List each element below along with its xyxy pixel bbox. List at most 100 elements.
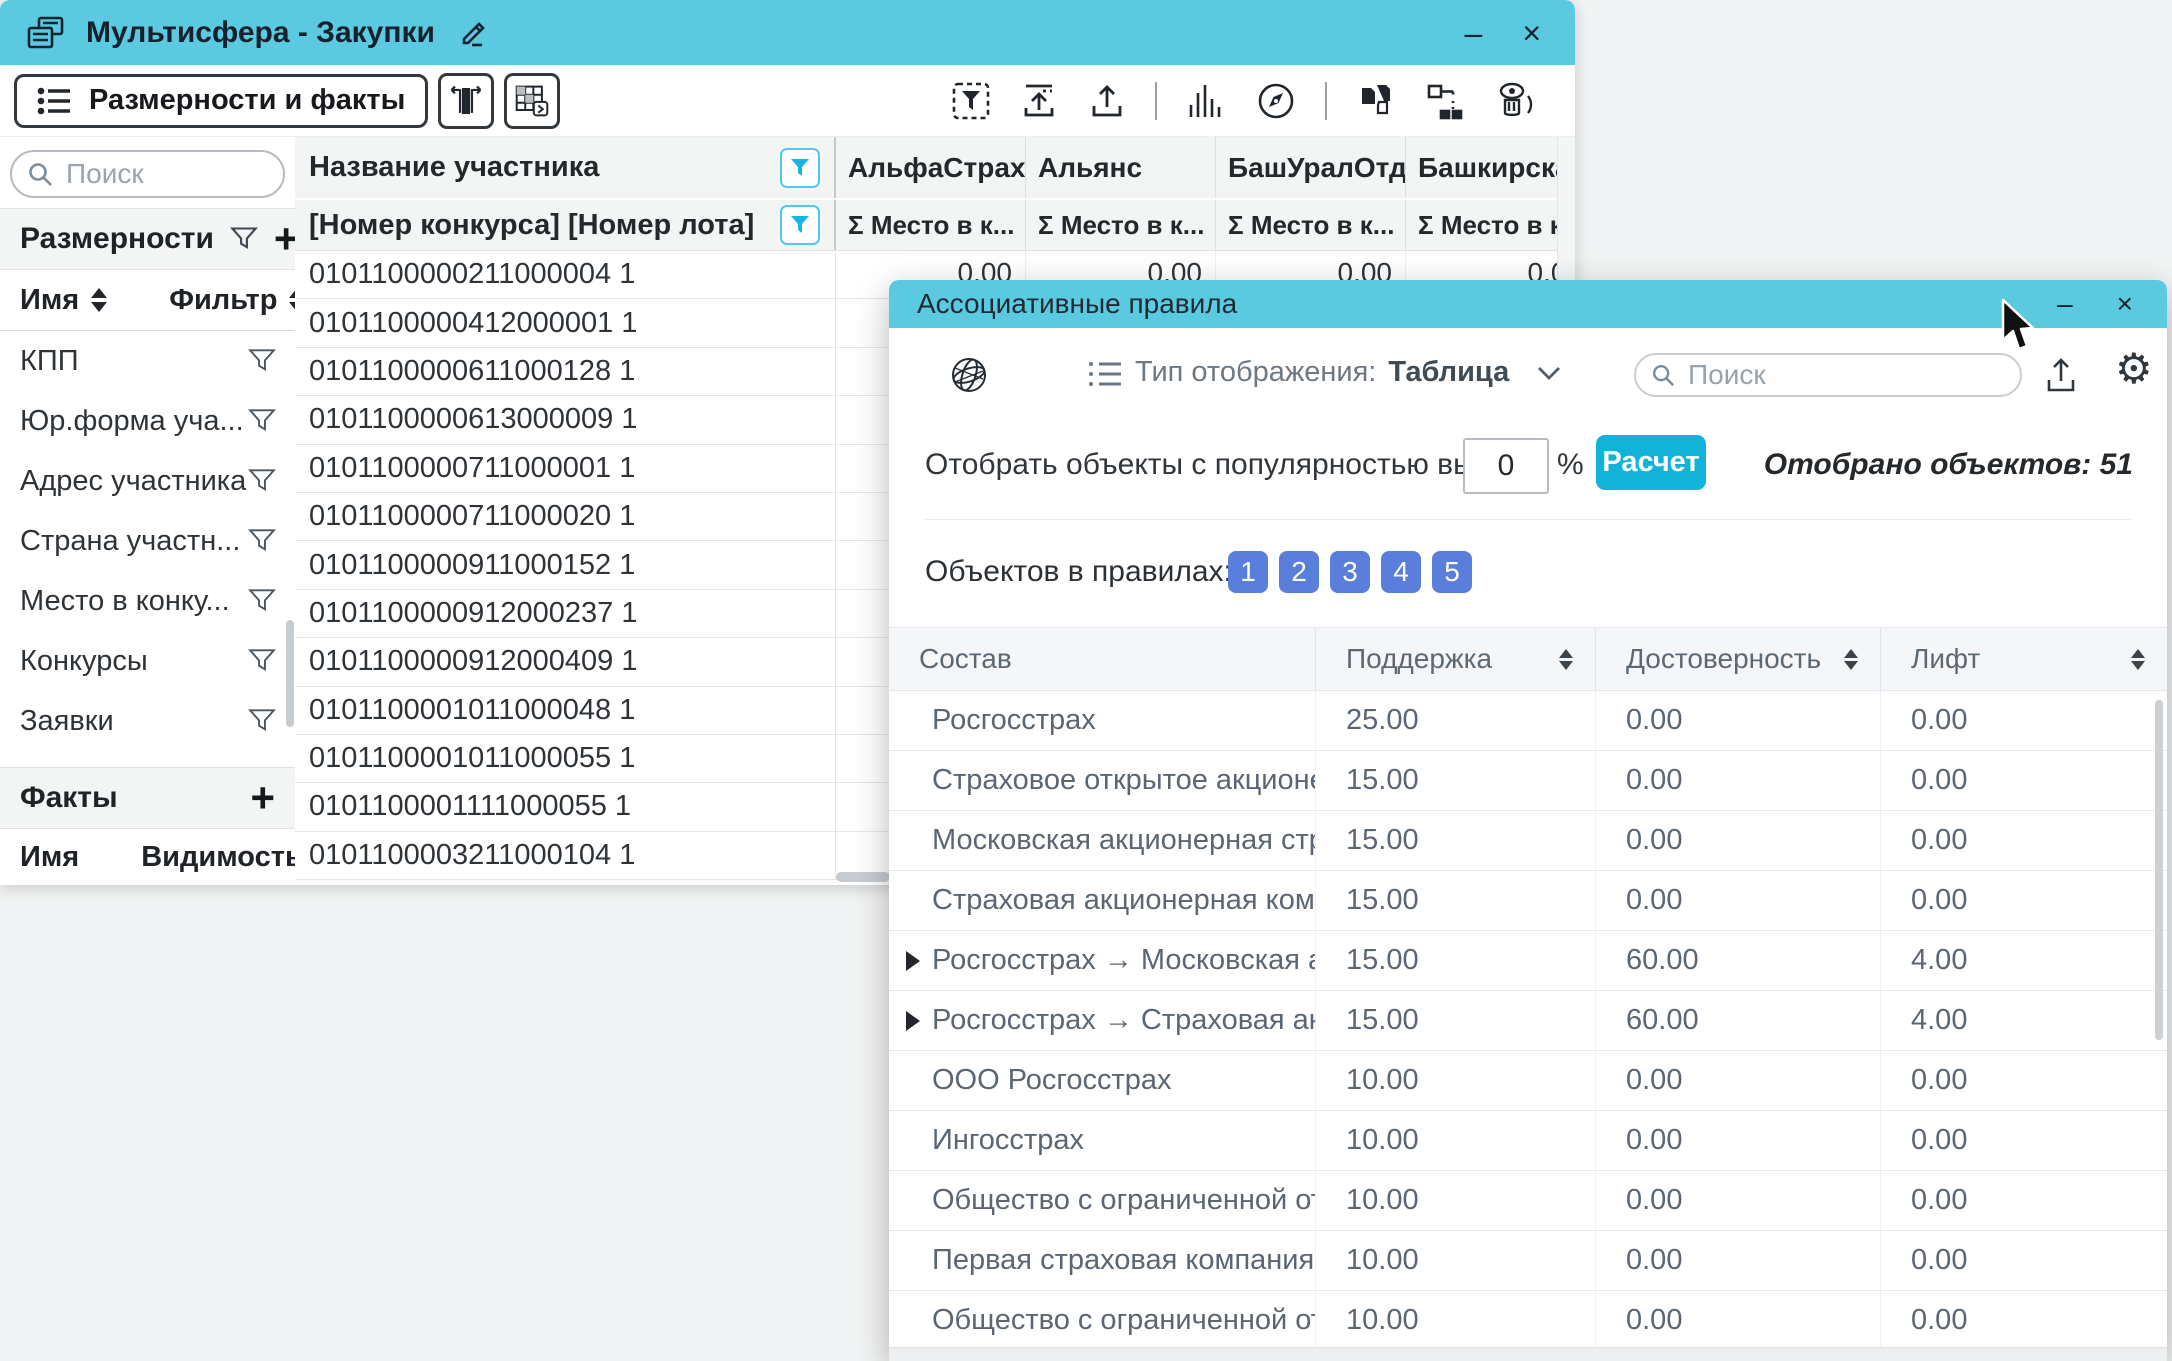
dimension-list-item[interactable]: Заявки bbox=[0, 691, 295, 751]
rule-composition: Московская акционерная стр... bbox=[932, 824, 1316, 856]
grid-row-code: 0101100000711000001 1 bbox=[295, 444, 836, 492]
rules-table-row[interactable]: Московская акционерная стр... 15.00 0.00… bbox=[889, 811, 2167, 871]
dimensions-facts-button[interactable]: Размерности и факты bbox=[14, 73, 429, 128]
hierarchy-icon[interactable] bbox=[1425, 80, 1467, 122]
funnel-icon[interactable] bbox=[247, 408, 277, 434]
dialog-search-input[interactable] bbox=[1686, 358, 2006, 392]
grid-code-header[interactable]: [Номер конкурса] [Номер лота] bbox=[295, 200, 836, 250]
rules-table-row[interactable]: Страховое открытое акционе... 15.00 0.00… bbox=[889, 751, 2167, 811]
display-type-selector[interactable]: Тип отображения: Таблица bbox=[1135, 356, 1563, 389]
add-dimension-button[interactable]: + bbox=[273, 215, 296, 262]
rule-support: 10.00 bbox=[1316, 1051, 1596, 1110]
dimensions-section-header[interactable]: Размерности + bbox=[0, 208, 295, 270]
sidebar-search[interactable] bbox=[10, 150, 285, 198]
funnel-icon[interactable] bbox=[247, 348, 277, 374]
rule-lift: 0.00 bbox=[1911, 1124, 1968, 1156]
expand-triangle-icon[interactable] bbox=[906, 1010, 932, 1031]
grid-measure-header[interactable]: Σ Место в к... bbox=[1216, 200, 1406, 250]
rule-confidence: 0.00 bbox=[1596, 1111, 1881, 1170]
grid-column-header[interactable]: АльфаСтрахова bbox=[836, 137, 1026, 198]
filter-active-icon[interactable] bbox=[780, 147, 820, 188]
rule-lift: 0.00 bbox=[1911, 884, 1968, 916]
sidebar-search-input[interactable] bbox=[64, 157, 269, 191]
table-transfer-button[interactable] bbox=[504, 72, 561, 129]
funnel-icon[interactable] bbox=[247, 708, 277, 734]
dimension-list-item[interactable]: Место в конку... bbox=[0, 571, 295, 631]
rule-size-button[interactable]: 5 bbox=[1432, 551, 1472, 593]
rule-lift: 0.00 bbox=[1911, 764, 1968, 796]
resize-columns-button[interactable] bbox=[438, 72, 495, 129]
grid-column-header[interactable]: Альянс bbox=[1026, 137, 1216, 198]
filter-selection-icon[interactable] bbox=[951, 81, 991, 121]
bar-chart-icon[interactable] bbox=[1185, 81, 1227, 121]
sort-filter-icon[interactable] bbox=[289, 288, 295, 312]
dialog-minimize-button[interactable]: – bbox=[2057, 288, 2073, 319]
export-icon[interactable] bbox=[2041, 354, 2081, 396]
facts-section-header[interactable]: Факты + bbox=[0, 767, 295, 829]
calculate-button[interactable]: Расчет bbox=[1596, 435, 1706, 490]
rules-table-row[interactable]: Росгосстрах → Московская ак... 15.00 60.… bbox=[889, 931, 2167, 991]
rule-size-button[interactable]: 3 bbox=[1330, 551, 1370, 593]
rules-table-row[interactable]: Общество с ограниченной от... 10.00 0.00… bbox=[889, 1171, 2167, 1231]
dimension-list-item[interactable]: Страна участн... bbox=[0, 511, 295, 571]
selected-objects-info: Отобрано объектов: 51 bbox=[1763, 448, 2133, 481]
expand-triangle-icon[interactable] bbox=[906, 950, 932, 971]
sort-support-icon[interactable] bbox=[1559, 648, 1573, 670]
grid-measure-header[interactable]: Σ Место в к... bbox=[1026, 200, 1216, 250]
rules-table-row[interactable]: Росгосстрах 25.00 0.00 0.00 bbox=[889, 691, 2167, 751]
funnel-icon[interactable] bbox=[247, 468, 277, 494]
compass-icon[interactable] bbox=[1255, 80, 1297, 122]
copy-documents-icon[interactable] bbox=[1355, 80, 1397, 122]
grid-row-code: 0101100001011000048 1 bbox=[295, 686, 836, 734]
main-toolbar: Размерности и факты bbox=[0, 65, 1575, 137]
grid-horizontal-scrollbar-thumb[interactable] bbox=[836, 872, 890, 882]
dialog-search[interactable] bbox=[1634, 353, 2022, 397]
grid-row-code: 0101100000613000009 1 bbox=[295, 396, 836, 444]
rule-size-button[interactable]: 4 bbox=[1381, 551, 1421, 593]
dialog-scrollbar-thumb[interactable] bbox=[2155, 700, 2163, 1040]
grid-row-code: 0101100000412000001 1 bbox=[295, 299, 836, 347]
dimension-list-item[interactable]: КПП bbox=[0, 331, 295, 391]
funnel-icon[interactable] bbox=[247, 588, 277, 614]
globe-icon[interactable] bbox=[947, 353, 991, 397]
rule-size-button[interactable]: 1 bbox=[1228, 551, 1268, 593]
add-fact-button[interactable]: + bbox=[250, 774, 275, 821]
rule-composition: Росгосстрах → Страховая акц... bbox=[932, 1004, 1315, 1036]
rules-table-row[interactable]: Страховая акционерная комп... 15.00 0.00… bbox=[889, 871, 2167, 931]
rules-table-row[interactable]: Росгосстрах → Страховая акц... 15.00 60.… bbox=[889, 991, 2167, 1051]
sort-confidence-icon[interactable] bbox=[1844, 648, 1858, 670]
main-titlebar[interactable]: Мультисфера - Закупки – × bbox=[0, 0, 1575, 65]
objects-in-rules-row: Объектов в правилах: 1 2 3 4 5 bbox=[889, 520, 2167, 627]
funnel-icon[interactable] bbox=[247, 648, 277, 674]
minimize-button[interactable]: – bbox=[1464, 14, 1483, 51]
close-button[interactable]: × bbox=[1522, 14, 1541, 51]
dimension-list-item[interactable]: Адрес участника bbox=[0, 451, 295, 511]
grid-row[interactable]: 0101100001011000048 1 bbox=[295, 686, 1575, 735]
edit-pencil-icon[interactable] bbox=[455, 16, 489, 50]
grid-column-header[interactable]: БашУралОтдел bbox=[1216, 137, 1406, 198]
rules-table-row[interactable]: ООО Росгосстрах 10.00 0.00 0.00 bbox=[889, 1051, 2167, 1111]
funnel-icon[interactable] bbox=[247, 528, 277, 554]
history-hide-icon[interactable] bbox=[1495, 80, 1537, 122]
rules-table-row[interactable]: Общество с ограниченной от... 10.00 0.00… bbox=[889, 1291, 2167, 1351]
export-icon[interactable] bbox=[1087, 81, 1127, 121]
grid-measure-header[interactable]: Σ Место в к... bbox=[836, 200, 1026, 250]
popularity-input[interactable] bbox=[1463, 438, 1549, 494]
dialog-close-button[interactable]: × bbox=[2116, 288, 2133, 319]
dimension-list-item[interactable]: Конкурсы bbox=[0, 631, 295, 691]
grid-column-header[interactable]: Башкирская ст bbox=[1406, 137, 1575, 198]
rule-lift: 4.00 bbox=[1911, 944, 1968, 976]
dimension-list-item[interactable]: Юр.форма уча... bbox=[0, 391, 295, 451]
grid-measure-header[interactable]: Σ Место в к... bbox=[1406, 200, 1575, 250]
sidebar-scrollbar-thumb[interactable] bbox=[286, 620, 294, 727]
sort-name-icon[interactable] bbox=[91, 288, 108, 312]
filter-active-icon[interactable] bbox=[780, 205, 820, 245]
grid-name-header[interactable]: Название участника bbox=[295, 137, 836, 198]
import-icon[interactable] bbox=[1019, 81, 1059, 121]
gear-icon[interactable]: ⚙ bbox=[2115, 345, 2153, 392]
sort-lift-icon[interactable] bbox=[2131, 648, 2145, 670]
rules-table-row[interactable]: Первая страховая компания 10.00 0.00 0.0… bbox=[889, 1231, 2167, 1291]
dialog-titlebar[interactable]: Ассоциативные правила – × bbox=[889, 280, 2167, 328]
rules-table-row[interactable]: Ингосстрах 10.00 0.00 0.00 bbox=[889, 1111, 2167, 1171]
rule-size-button[interactable]: 2 bbox=[1279, 551, 1319, 593]
